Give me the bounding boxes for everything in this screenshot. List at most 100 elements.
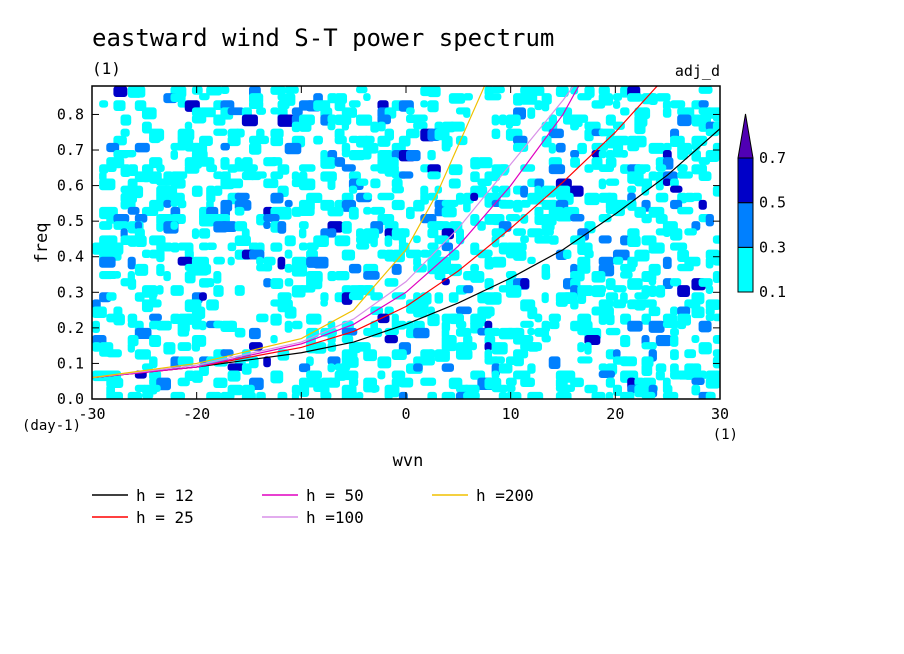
power-cell <box>341 121 350 131</box>
power-cell <box>348 206 359 220</box>
power-cell <box>520 235 529 244</box>
power-cell <box>513 228 526 236</box>
power-cell <box>620 334 631 348</box>
power-cell <box>598 214 612 223</box>
power-cell <box>662 384 673 394</box>
power-contours <box>92 86 720 399</box>
power-cell <box>327 363 336 373</box>
power-cell <box>705 391 716 399</box>
power-cell <box>655 178 664 191</box>
power-cell <box>648 142 665 154</box>
power-cell <box>420 100 428 108</box>
power-cell <box>249 142 262 155</box>
power-cell <box>413 306 428 318</box>
power-cell <box>677 306 691 316</box>
power-cell <box>113 221 129 230</box>
power-cell <box>691 363 702 373</box>
power-cell <box>420 377 437 386</box>
power-cell <box>298 384 310 398</box>
power-cell <box>541 334 551 343</box>
power-cell <box>484 256 494 270</box>
power-cell <box>563 384 576 393</box>
power-cell <box>448 206 457 216</box>
power-cell <box>191 342 201 352</box>
power-cell <box>520 320 534 328</box>
power-cell <box>341 249 356 261</box>
power-cell <box>220 142 230 151</box>
x-unit: (1) <box>713 427 738 443</box>
power-cell <box>513 135 528 145</box>
power-cell <box>413 114 428 122</box>
power-cell <box>377 370 386 380</box>
power-cell <box>691 384 701 396</box>
power-cell <box>191 86 203 95</box>
power-cell <box>448 292 459 303</box>
power-cell <box>256 313 269 323</box>
power-cell <box>298 228 307 239</box>
power-cell <box>634 121 646 135</box>
power-cell <box>484 249 493 257</box>
power-cell <box>627 142 640 152</box>
power-cell <box>691 221 701 231</box>
power-cell <box>391 185 404 194</box>
power-cell <box>677 164 688 172</box>
power-cell <box>206 278 215 288</box>
power-cell <box>348 185 358 194</box>
power-cell <box>670 334 679 347</box>
power-cell <box>698 342 712 355</box>
power-cell <box>92 320 101 334</box>
power-cell <box>170 171 188 180</box>
power-cell <box>156 263 165 277</box>
power-cell <box>427 171 441 180</box>
power-cell <box>149 384 161 393</box>
power-cell <box>370 206 386 215</box>
power-cell <box>220 391 235 399</box>
power-cell <box>441 242 454 252</box>
power-cell <box>427 150 436 161</box>
x-tick-label: -20 <box>183 405 210 423</box>
power-cell <box>184 164 200 174</box>
power-cell <box>213 185 223 196</box>
power-cell <box>555 142 566 153</box>
power-cell <box>370 292 383 301</box>
power-cell <box>477 178 492 187</box>
legend: h = 12 h = 25 h = 50 h =100 h =200 <box>92 486 534 527</box>
colorbar-box <box>737 202 754 248</box>
power-cell <box>320 327 337 337</box>
power-cell <box>206 86 223 96</box>
power-cell <box>170 285 184 296</box>
power-cell <box>127 391 142 399</box>
power-cell <box>463 107 471 118</box>
power-cell <box>698 157 711 165</box>
power-cell <box>598 299 614 308</box>
power-cell <box>541 270 551 280</box>
power-cell <box>470 263 479 273</box>
power-cell <box>691 370 708 380</box>
power-cell <box>605 114 616 126</box>
power-cell <box>270 128 284 139</box>
power-cell <box>655 192 669 203</box>
power-cell <box>241 164 258 172</box>
subtitle-right: adj_d <box>675 62 720 80</box>
power-cell <box>341 221 352 234</box>
y-tick-label: 0.1 <box>57 354 84 372</box>
power-cell <box>120 278 130 287</box>
power-cell <box>434 292 444 304</box>
power-cell <box>413 121 428 130</box>
power-cell <box>156 164 165 172</box>
power-cell <box>505 377 517 386</box>
power-cell <box>170 150 178 160</box>
power-cell <box>134 235 147 248</box>
power-cell <box>141 391 154 399</box>
power-cell <box>670 306 679 316</box>
power-cell <box>277 114 295 127</box>
power-cell <box>455 327 472 337</box>
power-cell <box>591 100 606 109</box>
power-cell <box>520 164 536 172</box>
power-cell <box>463 199 471 213</box>
power-cell <box>620 270 633 279</box>
power-cell <box>377 135 391 147</box>
dispersion-curves <box>92 86 720 379</box>
power-cell <box>177 377 190 387</box>
